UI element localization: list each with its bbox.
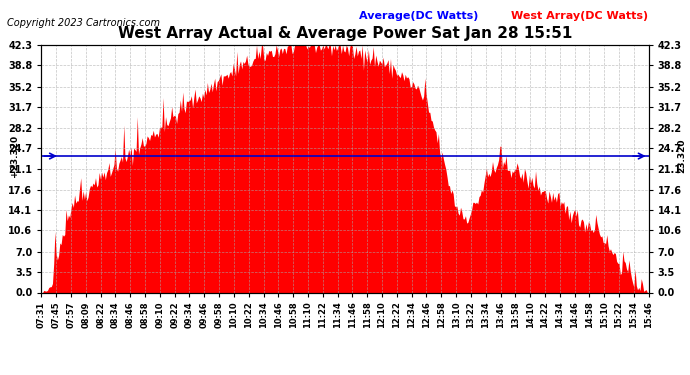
Text: 23.320: 23.320 xyxy=(678,139,687,173)
Text: +23.320: +23.320 xyxy=(10,135,19,177)
Text: Copyright 2023 Cartronics.com: Copyright 2023 Cartronics.com xyxy=(7,18,160,28)
Title: West Array Actual & Average Power Sat Jan 28 15:51: West Array Actual & Average Power Sat Ja… xyxy=(118,26,572,41)
Text: West Array(DC Watts): West Array(DC Watts) xyxy=(511,11,648,21)
Text: Average(DC Watts): Average(DC Watts) xyxy=(359,11,478,21)
